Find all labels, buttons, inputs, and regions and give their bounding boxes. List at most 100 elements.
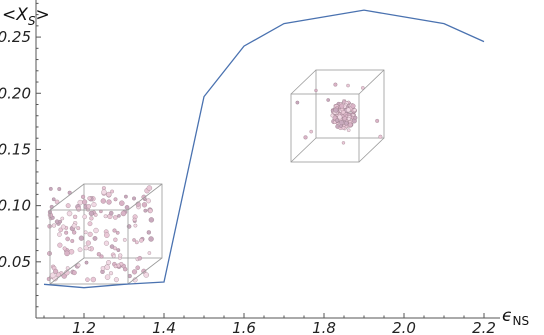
particle [65, 203, 71, 209]
particle [148, 217, 155, 223]
particle [106, 260, 112, 265]
particle [326, 98, 330, 102]
particle [330, 113, 335, 118]
particle [113, 237, 118, 242]
particle [309, 129, 313, 134]
particle [110, 189, 114, 194]
series-line [43, 9, 485, 289]
particle [76, 226, 81, 231]
particle [60, 216, 65, 221]
x-tick-label: 2.2 [472, 319, 496, 335]
particle [57, 242, 63, 248]
x-tick-label: 1.2 [72, 319, 96, 335]
particle [66, 210, 73, 217]
particle [93, 213, 98, 217]
particle [101, 189, 107, 195]
particle [92, 236, 98, 241]
particle [119, 200, 125, 206]
particle [85, 277, 90, 282]
cube-back-face [83, 183, 163, 259]
x-tick-label: 1.8 [312, 319, 336, 335]
particle [341, 141, 346, 145]
particle [146, 230, 151, 235]
particle [49, 272, 56, 279]
particle [339, 120, 344, 126]
cube-edge [358, 137, 385, 163]
particle [120, 210, 127, 217]
particle [62, 246, 67, 251]
particle [147, 208, 153, 214]
particle [82, 214, 87, 220]
particle [346, 107, 351, 113]
x-tick-label: 2.0 [392, 319, 416, 335]
particle [118, 253, 123, 258]
insets [46, 69, 385, 285]
y-tick-label: 0.05 [0, 253, 31, 271]
particle [146, 185, 153, 191]
particle [335, 118, 340, 123]
particle [117, 214, 121, 218]
particle [87, 196, 92, 201]
particle [106, 191, 112, 198]
particle [90, 276, 96, 283]
y-tick-label: 0.25 [0, 28, 31, 46]
dispersed-particles-cube [46, 183, 163, 285]
particle [143, 272, 149, 278]
cube-edge [49, 257, 85, 285]
cube-edge [290, 69, 317, 95]
particle [83, 230, 88, 235]
cube-front-face [290, 93, 360, 163]
particle [86, 204, 91, 209]
particle [133, 223, 138, 228]
particle [65, 236, 70, 242]
ticks: 1.2 1.4 1.6 1.8 2.0 2.2 0.05 0.10 0.15 0.20 0.25 [0, 2, 496, 335]
particle [88, 210, 94, 217]
particle [104, 274, 111, 280]
particle [113, 277, 119, 283]
particle [131, 269, 138, 275]
particle [303, 135, 308, 140]
particle [116, 248, 121, 252]
particle [87, 221, 93, 227]
particle [146, 198, 151, 204]
particle [124, 194, 128, 199]
particle [48, 187, 53, 191]
particle [350, 103, 356, 109]
particle [84, 260, 89, 265]
particle [333, 82, 338, 87]
particle [104, 264, 110, 270]
particle [109, 244, 115, 249]
particle [76, 263, 81, 268]
particle [73, 214, 78, 219]
particle [64, 250, 70, 257]
particle [57, 232, 62, 237]
particle [112, 254, 116, 259]
x-tick-label: 1.4 [152, 319, 176, 335]
particle [100, 198, 106, 204]
particle [113, 215, 118, 220]
particle [58, 219, 63, 224]
particle [115, 230, 120, 235]
cube-edge [127, 183, 163, 211]
particle [103, 214, 108, 219]
y-tick-label: 0.15 [0, 140, 31, 158]
particle [148, 236, 154, 242]
particle [51, 223, 57, 228]
axes [35, 0, 500, 319]
particle [122, 238, 127, 242]
particle [106, 199, 112, 205]
particle [76, 206, 82, 212]
particle [339, 103, 345, 109]
particle [132, 196, 136, 201]
particle [101, 186, 106, 191]
clustered-particles-cube [290, 69, 385, 163]
particle [72, 230, 77, 235]
particle [65, 266, 70, 271]
particle [81, 194, 86, 199]
particle [60, 224, 66, 230]
particle [375, 118, 380, 123]
particle [70, 239, 75, 243]
particle [113, 197, 118, 202]
y-tick-label: 0.20 [0, 84, 31, 102]
